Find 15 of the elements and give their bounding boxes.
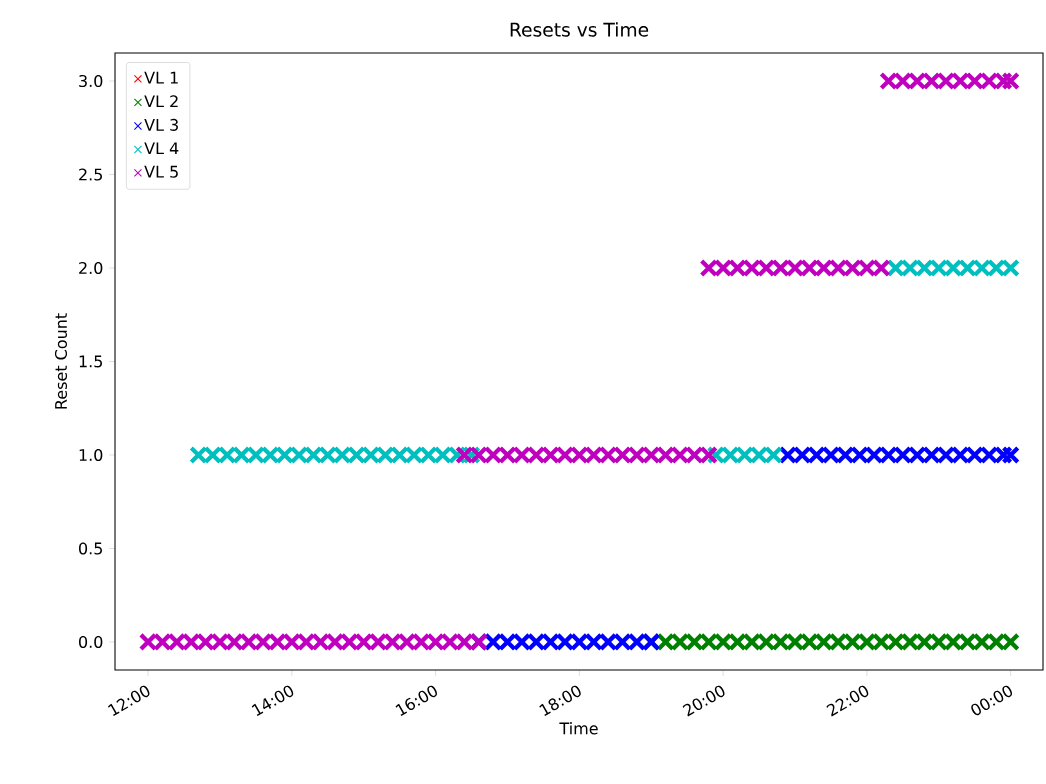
legend-label: VL 2: [144, 95, 178, 108]
y-tick-label: 0.5: [79, 542, 103, 555]
y-tick-label: 1.0: [79, 448, 103, 462]
legend-label: VL 1: [144, 71, 178, 84]
legend-label: VL 5: [144, 165, 178, 178]
legend-label: VL 3: [144, 118, 178, 131]
y-tick-label: 0.0: [79, 635, 103, 648]
y-tick-label: 2.0: [79, 261, 103, 275]
chart-title: Resets vs Time: [510, 22, 649, 37]
y-axis-title: Reset Count: [54, 313, 68, 409]
y-tick-label: 1.5: [79, 355, 103, 368]
y-tick-label: 2.5: [79, 168, 103, 181]
legend-label: VL 4: [144, 142, 179, 155]
x-axis-title: Time: [559, 722, 598, 735]
y-tick-label: 3.0: [79, 74, 103, 88]
